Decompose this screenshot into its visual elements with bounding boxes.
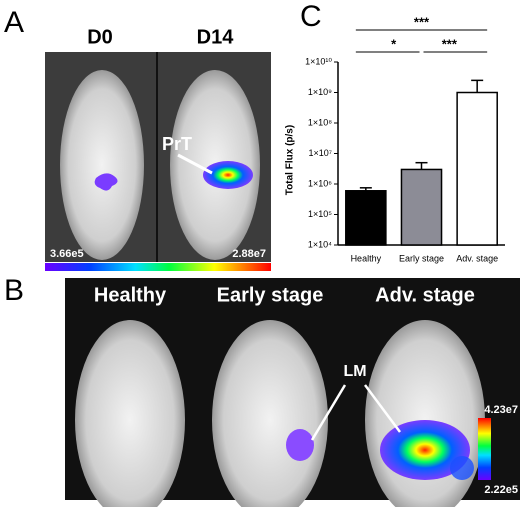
y-tick-label: 1×10⁷ xyxy=(308,148,332,158)
bar xyxy=(400,168,443,246)
panel-letter: B xyxy=(4,274,24,307)
x-tick-label: Adv. stage xyxy=(456,253,498,263)
column-label: D14 xyxy=(197,26,235,48)
significance-label: * xyxy=(391,36,397,51)
panel-letter: C xyxy=(300,0,322,33)
significance-label: *** xyxy=(414,14,430,29)
x-tick-label: Early stage xyxy=(399,253,444,263)
signal xyxy=(450,456,474,480)
y-tick-label: 1×10⁸ xyxy=(308,117,332,127)
annotation: PrT xyxy=(162,134,192,154)
column-label: Healthy xyxy=(94,284,167,306)
y-axis-label: Total Flux (p/s) xyxy=(285,125,296,195)
signal xyxy=(380,420,470,480)
signal xyxy=(94,173,118,191)
scale-max: 4.23e7 xyxy=(484,404,518,416)
colorbar xyxy=(478,418,491,480)
signal xyxy=(203,161,253,189)
arrow xyxy=(310,384,347,441)
colorbar xyxy=(45,263,271,271)
panel-letter: A xyxy=(4,6,24,39)
y-tick-label: 1×10¹⁰ xyxy=(305,56,332,66)
arrow xyxy=(177,153,213,175)
mouse xyxy=(212,320,328,512)
panel-a: A D0 D14 PrT 3.66e5 2.88e7 xyxy=(4,6,271,271)
arrow xyxy=(363,384,402,433)
y-tick-label: 1×10⁶ xyxy=(308,178,332,188)
bar xyxy=(456,91,498,246)
column-label: D0 xyxy=(87,26,113,48)
column-label: Adv. stage xyxy=(375,284,475,306)
scale-max: 2.88e7 xyxy=(232,248,266,260)
panel-c: C Total Flux (p/s) 1×10⁴ 1×10⁵ 1×10⁶ 1×10⁷ 1… xyxy=(285,0,505,263)
scale-min: 2.22e5 xyxy=(484,484,518,496)
scale-min: 3.66e5 xyxy=(50,248,84,260)
bar xyxy=(345,190,387,246)
panel-b: B Healthy Early stage Adv. stage LM 4.23… xyxy=(4,274,520,512)
significance-label: *** xyxy=(442,36,458,51)
y-tick-label: 1×10⁴ xyxy=(308,239,332,249)
y-tick-label: 1×10⁹ xyxy=(308,87,332,97)
annotation: LM xyxy=(343,363,366,380)
mouse xyxy=(60,70,144,260)
signal xyxy=(286,429,314,461)
y-tick-label: 1×10⁵ xyxy=(308,209,332,219)
column-label: Early stage xyxy=(217,284,324,306)
mouse xyxy=(75,320,185,512)
x-tick-label: Healthy xyxy=(351,253,382,263)
